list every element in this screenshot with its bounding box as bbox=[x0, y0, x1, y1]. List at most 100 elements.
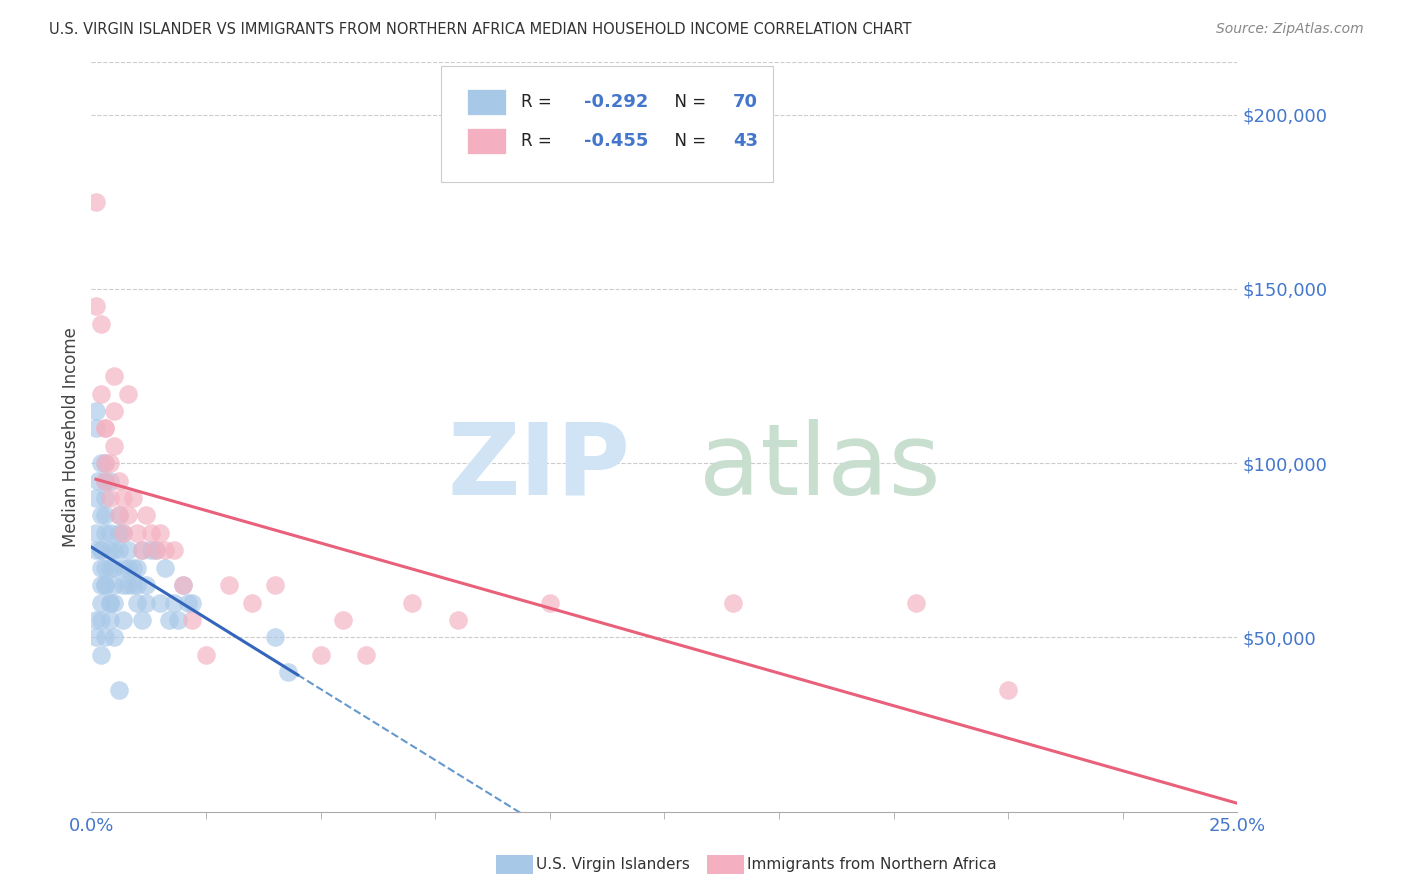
Text: 43: 43 bbox=[733, 132, 758, 150]
Point bbox=[127, 525, 149, 540]
Point bbox=[90, 578, 112, 592]
FancyBboxPatch shape bbox=[441, 66, 773, 182]
Point bbox=[447, 613, 470, 627]
Point bbox=[84, 543, 107, 558]
Point bbox=[127, 561, 149, 575]
Point bbox=[94, 508, 117, 523]
Point bbox=[94, 456, 117, 470]
Point bbox=[127, 578, 149, 592]
Y-axis label: Median Household Income: Median Household Income bbox=[62, 327, 80, 547]
Text: Source: ZipAtlas.com: Source: ZipAtlas.com bbox=[1216, 22, 1364, 37]
Point bbox=[131, 543, 153, 558]
Point bbox=[149, 596, 172, 610]
Point bbox=[94, 631, 117, 645]
Point bbox=[87, 474, 110, 488]
Point bbox=[103, 543, 125, 558]
Text: R =: R = bbox=[522, 132, 557, 150]
Point bbox=[103, 596, 125, 610]
Point bbox=[112, 525, 135, 540]
Point bbox=[90, 561, 112, 575]
Text: -0.292: -0.292 bbox=[583, 93, 648, 112]
Point bbox=[108, 525, 131, 540]
Point bbox=[121, 491, 143, 505]
Text: U.S. VIRGIN ISLANDER VS IMMIGRANTS FROM NORTHERN AFRICA MEDIAN HOUSEHOLD INCOME : U.S. VIRGIN ISLANDER VS IMMIGRANTS FROM … bbox=[49, 22, 911, 37]
Point bbox=[94, 456, 117, 470]
Point bbox=[103, 369, 125, 384]
Point bbox=[139, 525, 162, 540]
Point bbox=[356, 648, 378, 662]
Point bbox=[153, 561, 176, 575]
Point bbox=[90, 613, 112, 627]
Point bbox=[194, 648, 217, 662]
Point bbox=[98, 613, 121, 627]
Point bbox=[98, 525, 121, 540]
Point bbox=[218, 578, 240, 592]
Point bbox=[401, 596, 423, 610]
Point bbox=[145, 543, 167, 558]
Point bbox=[98, 456, 121, 470]
Point bbox=[153, 543, 176, 558]
Point bbox=[721, 596, 744, 610]
Point bbox=[94, 474, 117, 488]
Point bbox=[117, 508, 139, 523]
Point bbox=[90, 543, 112, 558]
Point bbox=[309, 648, 332, 662]
Point bbox=[172, 578, 194, 592]
Point bbox=[98, 474, 121, 488]
Text: U.S. Virgin Islanders: U.S. Virgin Islanders bbox=[536, 857, 689, 871]
Point bbox=[145, 543, 167, 558]
Point bbox=[157, 613, 180, 627]
Point bbox=[94, 421, 117, 435]
Point bbox=[172, 578, 194, 592]
Point bbox=[108, 543, 131, 558]
Point bbox=[84, 525, 107, 540]
Point bbox=[90, 508, 112, 523]
Point bbox=[98, 491, 121, 505]
Point bbox=[90, 596, 112, 610]
Text: atlas: atlas bbox=[699, 418, 941, 516]
Point bbox=[167, 613, 190, 627]
Point bbox=[103, 578, 125, 592]
Point bbox=[84, 613, 107, 627]
Point bbox=[84, 421, 107, 435]
Point bbox=[263, 631, 285, 645]
Point bbox=[108, 508, 131, 523]
Point bbox=[163, 543, 186, 558]
Point bbox=[163, 596, 186, 610]
Point bbox=[90, 317, 112, 331]
Text: 70: 70 bbox=[733, 93, 758, 112]
Point bbox=[90, 386, 112, 401]
Point bbox=[103, 631, 125, 645]
Point bbox=[112, 578, 135, 592]
Point bbox=[139, 543, 162, 558]
Point bbox=[905, 596, 928, 610]
Point bbox=[112, 613, 135, 627]
Point bbox=[117, 561, 139, 575]
Point bbox=[84, 491, 107, 505]
Point bbox=[135, 578, 157, 592]
Point bbox=[181, 596, 204, 610]
Point bbox=[135, 596, 157, 610]
Point bbox=[112, 491, 135, 505]
Point bbox=[263, 578, 285, 592]
Point bbox=[94, 491, 117, 505]
Point bbox=[108, 682, 131, 697]
Point bbox=[332, 613, 354, 627]
Point bbox=[112, 525, 135, 540]
Point bbox=[84, 299, 107, 313]
Point bbox=[121, 578, 143, 592]
Point bbox=[98, 561, 121, 575]
Point bbox=[94, 578, 117, 592]
Point bbox=[181, 613, 204, 627]
Point bbox=[108, 508, 131, 523]
Point bbox=[98, 596, 121, 610]
Point bbox=[84, 404, 107, 418]
Point bbox=[90, 543, 112, 558]
Point bbox=[135, 508, 157, 523]
Point bbox=[84, 631, 107, 645]
Point bbox=[94, 578, 117, 592]
Point bbox=[103, 561, 125, 575]
FancyBboxPatch shape bbox=[467, 89, 506, 115]
Point bbox=[103, 404, 125, 418]
Point bbox=[117, 386, 139, 401]
